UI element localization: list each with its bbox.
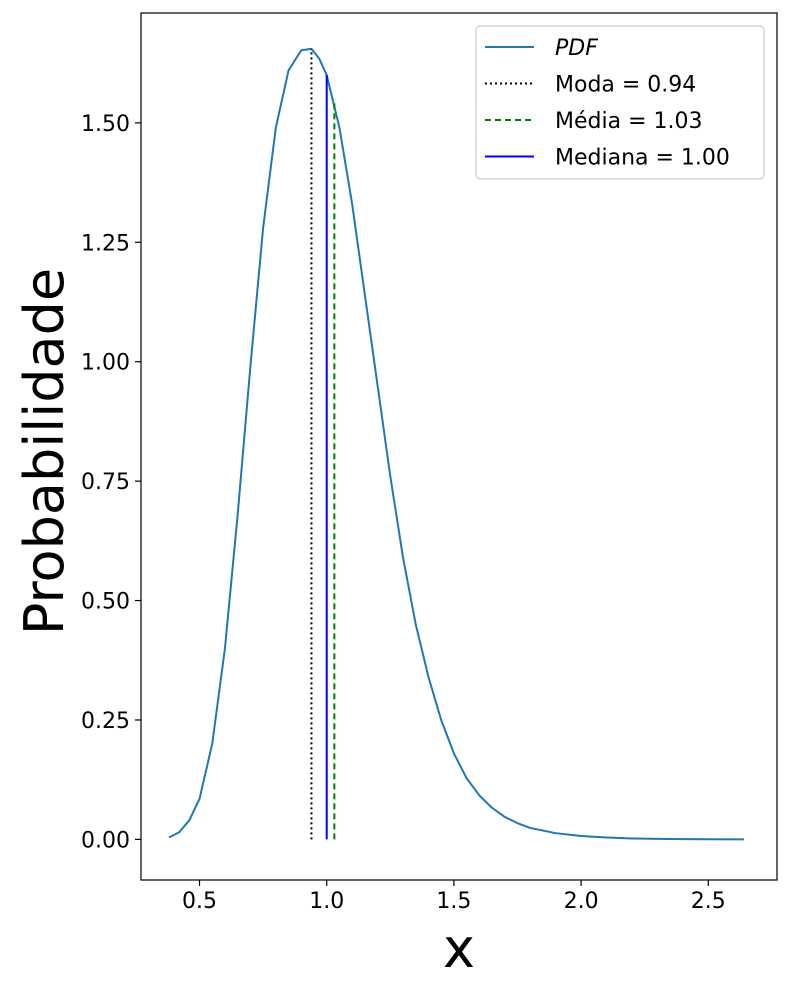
y-axis: 0.00 0.25 0.50 0.75 1.00 1.25 1.50 bbox=[81, 112, 141, 853]
legend-label: Mediana = 1.00 bbox=[555, 146, 730, 171]
series-line-pdf bbox=[168, 47, 744, 841]
y-tick-label: 0.50 bbox=[81, 590, 130, 615]
y-tick-label: 1.50 bbox=[81, 112, 130, 137]
x-tick-label: 2.0 bbox=[564, 889, 599, 914]
legend: PDF Moda = 0.94 Média = 1.03 Mediana = 1.00 bbox=[475, 25, 765, 180]
x-tick-label: 0.5 bbox=[182, 889, 217, 914]
x-tick-label: 1.0 bbox=[309, 889, 344, 914]
x-axis-label: x bbox=[443, 917, 475, 980]
legend-label: PDF bbox=[555, 36, 598, 61]
y-tick-label: 0.25 bbox=[81, 709, 130, 734]
plot-marks bbox=[168, 47, 744, 841]
axes-frame bbox=[140, 12, 778, 881]
y-tick-label: 1.25 bbox=[81, 231, 130, 256]
x-axis: 0.5 1.0 1.5 2.0 2.5 bbox=[182, 880, 726, 914]
y-tick-label: 0.00 bbox=[81, 828, 130, 853]
legend-label: Moda = 0.94 bbox=[555, 73, 696, 98]
y-axis-label: Probabilidade bbox=[13, 268, 76, 635]
legend-box bbox=[475, 25, 765, 180]
y-tick-label: 0.75 bbox=[81, 470, 130, 495]
y-tick-label: 1.00 bbox=[81, 351, 130, 376]
x-tick-label: 2.5 bbox=[691, 889, 726, 914]
legend-label: Média = 1.03 bbox=[555, 109, 702, 134]
x-tick-label: 1.5 bbox=[436, 889, 471, 914]
